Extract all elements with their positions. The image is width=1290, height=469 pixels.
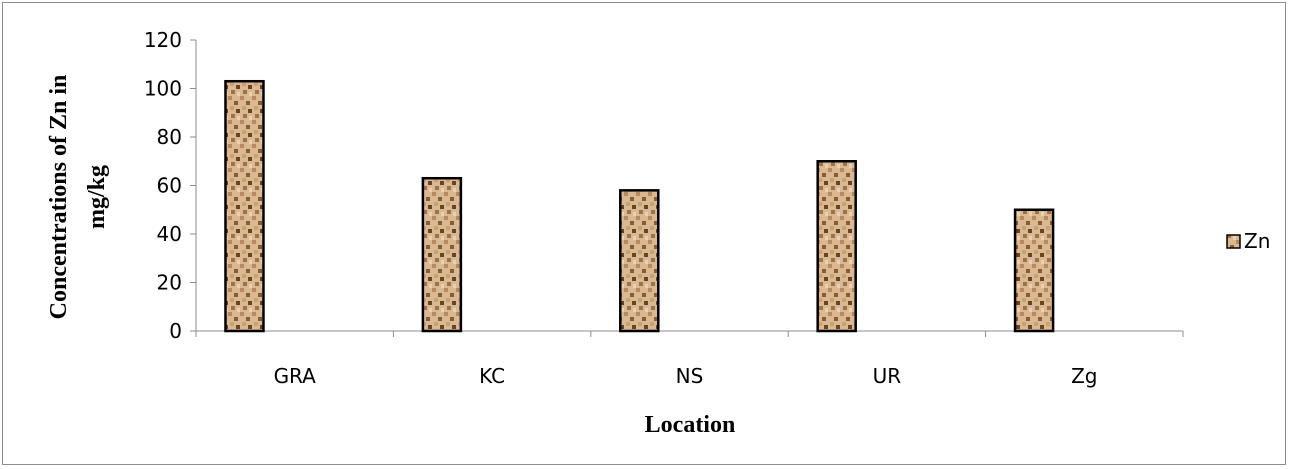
x-tick-label-ns: NS [676, 364, 704, 388]
bars-group [224, 79, 1055, 333]
legend: Zn [1226, 229, 1270, 253]
y-axis-title-line-2: mg/kg [84, 165, 110, 229]
x-tick-label-kc: KC [479, 364, 505, 388]
x-tick-label-gra: GRA [274, 364, 317, 388]
x-axis-title: Location [645, 412, 736, 438]
y-tick-label: 40 [157, 222, 182, 246]
y-tick-label: 120 [144, 28, 182, 52]
y-tick-label: 80 [157, 125, 182, 149]
y-tick-label: 60 [157, 174, 182, 198]
y-tick-label: 0 [169, 319, 182, 343]
y-axis-ticks: 0 20 40 60 80 100 120 [144, 28, 196, 343]
bar-kc [421, 176, 463, 333]
bar-ur [816, 160, 857, 333]
y-tick-label: 20 [157, 271, 182, 295]
legend-label-zn: Zn [1244, 229, 1270, 253]
y-tick-label: 100 [144, 77, 182, 101]
bar-ns [619, 189, 660, 333]
x-axis-ticks: GRA KC NS UR Zg [195, 331, 1184, 388]
bar-zg [1013, 208, 1055, 333]
x-tick-label-ur: UR [873, 364, 902, 388]
y-axis-title-line-1: Concentrations of Zn in [46, 75, 72, 320]
legend-swatch-zn [1226, 234, 1241, 249]
bar-gra [224, 79, 265, 333]
x-tick-label-zg: Zg [1071, 364, 1097, 388]
